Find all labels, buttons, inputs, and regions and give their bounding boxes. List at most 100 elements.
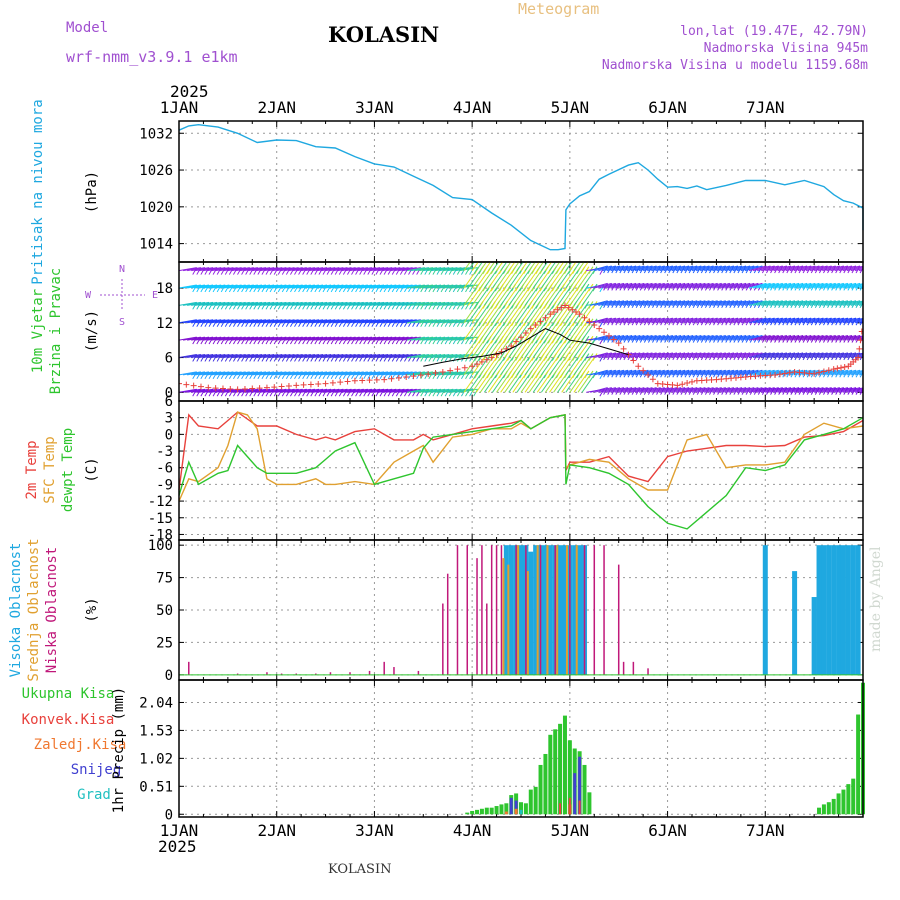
wind-barb bbox=[394, 336, 413, 341]
wind-barb bbox=[842, 387, 861, 393]
gust-marker bbox=[820, 368, 827, 375]
wind-barb bbox=[341, 301, 360, 306]
y-tick-label: 50 bbox=[156, 603, 173, 619]
wind-barb bbox=[252, 319, 271, 324]
wind-barb bbox=[655, 282, 673, 289]
wind-barb bbox=[606, 352, 625, 359]
wind-barb bbox=[736, 317, 755, 324]
wind-barb bbox=[610, 265, 629, 272]
wind-barb bbox=[769, 352, 787, 359]
wind-barb bbox=[744, 387, 763, 393]
total-precip-bar bbox=[582, 764, 587, 815]
gust-marker bbox=[576, 311, 583, 318]
wind-barb bbox=[390, 319, 409, 324]
wind-barb bbox=[451, 301, 470, 306]
wind-barb bbox=[296, 319, 315, 324]
wind-barb bbox=[594, 317, 612, 324]
wind-barb bbox=[256, 319, 275, 324]
wind-barb bbox=[179, 267, 197, 272]
wind-barb bbox=[280, 371, 299, 376]
wind-barb bbox=[398, 371, 417, 376]
wind-barb bbox=[276, 319, 295, 324]
wind-barb bbox=[500, 262, 508, 271]
wind-barb bbox=[423, 319, 442, 324]
wind-barb bbox=[732, 369, 751, 376]
gust-marker bbox=[610, 336, 617, 343]
wind-barb bbox=[830, 369, 848, 376]
wind-barb bbox=[512, 262, 520, 271]
wind-barb bbox=[415, 284, 433, 289]
wind-barb bbox=[231, 388, 250, 393]
wind-barb bbox=[264, 371, 283, 376]
wind-barb bbox=[708, 352, 726, 359]
wind-barb bbox=[704, 282, 722, 289]
wind-barb bbox=[651, 335, 669, 341]
wind-barb bbox=[826, 352, 844, 359]
wind-barb bbox=[655, 352, 673, 359]
wind-barb bbox=[814, 300, 832, 306]
x-tick-label-top: 6JAN bbox=[648, 98, 687, 117]
wind-barb bbox=[203, 284, 222, 289]
wind-barb bbox=[785, 387, 804, 393]
wind-barb bbox=[716, 282, 734, 289]
wind-barb bbox=[179, 388, 197, 393]
wind-barb bbox=[337, 284, 356, 289]
wind-barb bbox=[345, 319, 364, 324]
wind-barb bbox=[700, 265, 718, 272]
wind-barb bbox=[858, 321, 863, 324]
wind-barb bbox=[394, 353, 413, 359]
cloud-axis-title: Visoka Oblacnost Srednja Oblacnost Niska O… bbox=[8, 538, 60, 681]
wind-barb bbox=[248, 284, 267, 289]
wind-barb bbox=[451, 267, 470, 272]
wind-barb bbox=[687, 352, 706, 359]
cloud-axis-title-line: Srednja Oblacnost bbox=[26, 538, 42, 681]
wind-barb bbox=[785, 335, 804, 341]
wind-barb bbox=[199, 336, 218, 341]
low-cloud-bar bbox=[315, 673, 317, 675]
wind-barb bbox=[594, 369, 612, 376]
gust-marker bbox=[689, 378, 695, 385]
wind-barb bbox=[850, 388, 863, 393]
wind-barb bbox=[700, 335, 718, 341]
wind-barb bbox=[451, 388, 470, 393]
gust-marker bbox=[315, 381, 322, 388]
wind-barb-flag bbox=[544, 249, 548, 256]
wind-barb bbox=[288, 267, 307, 272]
wind-barb bbox=[626, 335, 645, 341]
wind-barb bbox=[227, 319, 246, 324]
wind-barb bbox=[264, 267, 283, 272]
wind-barb bbox=[590, 282, 608, 289]
wind-barb bbox=[349, 353, 368, 359]
wind-barb-flag bbox=[876, 318, 880, 325]
wind-barb-flag bbox=[864, 388, 868, 395]
wind-barb bbox=[757, 282, 775, 289]
wind-barb bbox=[410, 353, 429, 359]
wind-barb bbox=[427, 301, 446, 306]
gust-marker bbox=[474, 361, 481, 368]
wind-barb bbox=[842, 300, 861, 306]
high-cloud-bar bbox=[542, 545, 548, 675]
wind-barb bbox=[805, 282, 824, 289]
wind-barb bbox=[182, 267, 201, 272]
gust-marker bbox=[278, 383, 285, 390]
y-tick-label: 3 bbox=[165, 411, 173, 427]
gust-marker bbox=[344, 378, 351, 385]
wind-barb bbox=[712, 265, 730, 272]
wind-barb bbox=[822, 282, 840, 289]
wind-barb bbox=[447, 336, 466, 341]
wind-barb bbox=[309, 353, 328, 359]
wind-barb bbox=[618, 300, 637, 306]
wind-barb bbox=[630, 352, 649, 359]
wind-barb-flag bbox=[864, 336, 868, 343]
wind-barb bbox=[244, 301, 262, 306]
wind-barb-flag bbox=[876, 301, 880, 308]
wind-barb bbox=[732, 387, 751, 393]
total-precip-bar bbox=[836, 793, 841, 815]
wind-barb bbox=[826, 387, 844, 393]
low-cloud-bar bbox=[554, 545, 556, 675]
wind-barb bbox=[199, 267, 218, 272]
wind-barb bbox=[687, 335, 706, 341]
gust-marker bbox=[620, 345, 627, 352]
wind-barb bbox=[313, 371, 332, 376]
wind-barb bbox=[284, 284, 303, 289]
